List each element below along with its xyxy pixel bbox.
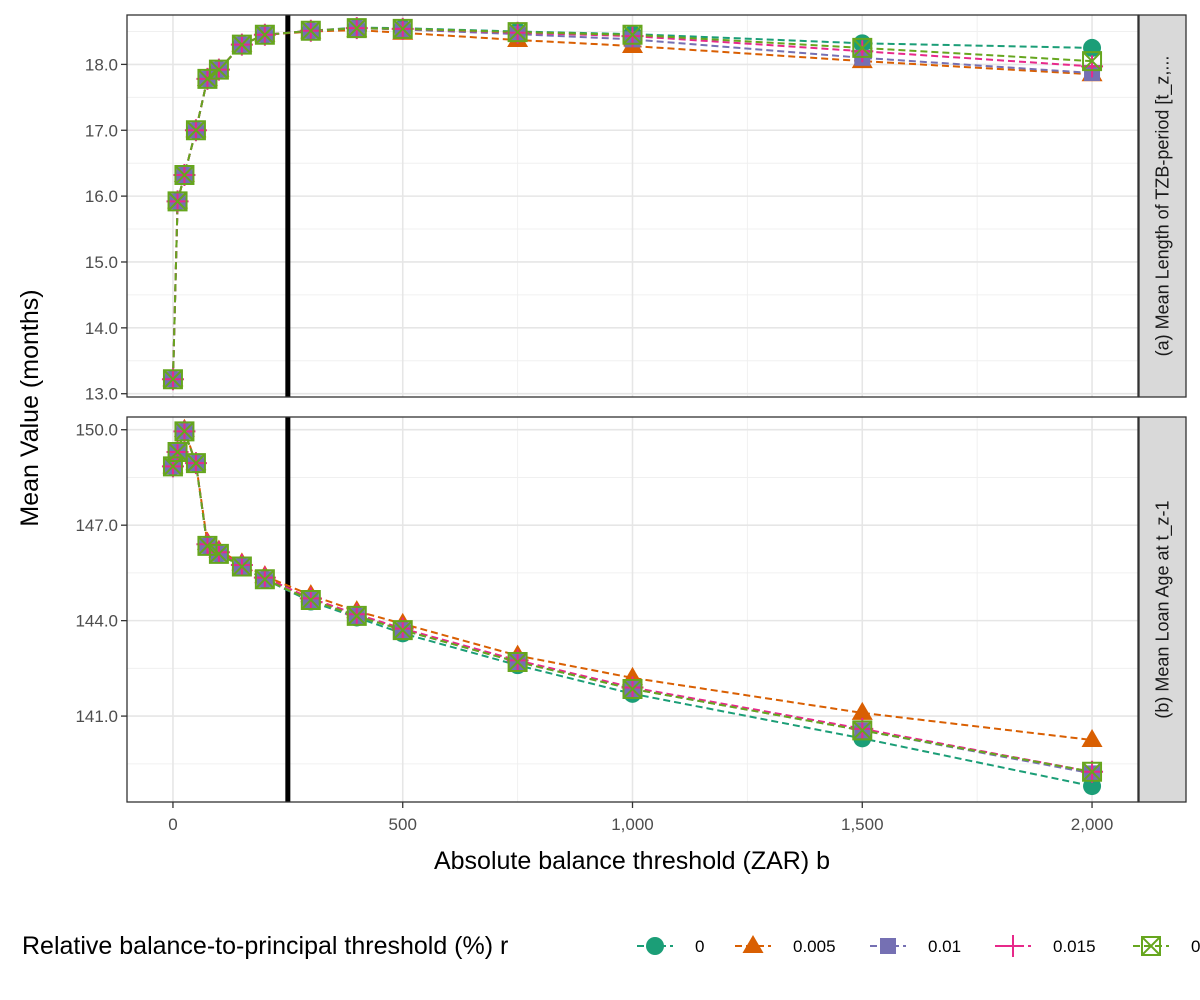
x-axis: 0 500 1,000 1,500 2,000 xyxy=(168,802,1113,834)
data-point xyxy=(392,620,413,641)
y-tick-label: 16.0 xyxy=(85,187,118,206)
data-point xyxy=(1081,55,1104,78)
legend-key-marker xyxy=(1141,936,1161,956)
y-tick-label: 17.0 xyxy=(85,121,118,140)
panel-b: 141.0 144.0 147.0 150.0 (b) Mean Loan Age at… xyxy=(75,416,1187,803)
data-point xyxy=(346,18,367,39)
legend: Relative balance-to-principal threshold … xyxy=(22,932,1200,960)
legend-key-marker xyxy=(1002,935,1024,957)
data-point xyxy=(392,18,413,39)
legend-entry: 0.01 xyxy=(870,937,961,956)
panel-border xyxy=(126,14,1139,398)
strip-background xyxy=(1138,416,1187,803)
data-point xyxy=(208,543,229,564)
legend-key-marker xyxy=(880,938,896,954)
data-point xyxy=(851,40,874,63)
panels: 13.0 14.0 15.0 16.0 17.0 18.0 (a) Mean Length … xyxy=(75,14,1187,803)
legend-label: 0.01 xyxy=(928,937,961,956)
legend-entry: 0 xyxy=(1133,936,1200,956)
legend-key-marker xyxy=(646,937,664,955)
y-tick-label: 14.0 xyxy=(85,319,118,338)
x-tick-label: 1,000 xyxy=(611,815,654,834)
data-point xyxy=(254,569,275,590)
legend-key-marker xyxy=(742,935,764,953)
y-axis: 13.0 14.0 15.0 16.0 17.0 18.0 xyxy=(85,55,127,404)
data-point xyxy=(1082,51,1103,72)
data-point xyxy=(1082,761,1103,782)
y-tick-label: 141.0 xyxy=(75,707,118,726)
legend-entry: 0 xyxy=(637,937,704,956)
series-points-4 xyxy=(162,18,1103,390)
panel-a: 13.0 14.0 15.0 16.0 17.0 18.0 (a) Mean Length … xyxy=(85,14,1187,404)
data-point xyxy=(185,120,206,141)
data-point xyxy=(197,535,218,556)
data-point xyxy=(300,20,321,41)
y-axis-title: Mean Value (months) xyxy=(16,289,44,526)
data-point xyxy=(507,652,528,672)
gridlines xyxy=(127,417,1138,802)
data-point xyxy=(231,556,252,577)
gridlines xyxy=(127,15,1138,397)
legend-label: 0.015 xyxy=(1053,937,1096,956)
data-point xyxy=(208,59,229,80)
x-tick-label: 0 xyxy=(168,815,177,834)
data-point xyxy=(507,22,528,43)
data-point xyxy=(622,679,643,700)
x-tick-label: 2,000 xyxy=(1071,815,1114,834)
x-tick-label: 500 xyxy=(389,815,417,834)
legend-entry: 0.015 xyxy=(995,935,1096,957)
x-axis-title: Absolute balance threshold (ZAR) b xyxy=(434,847,830,875)
data-point xyxy=(622,24,643,45)
data-point xyxy=(254,24,275,45)
data-point xyxy=(852,720,873,741)
y-tick-label: 144.0 xyxy=(75,612,118,631)
y-tick-label: 13.0 xyxy=(85,385,118,404)
data-point xyxy=(1081,728,1103,747)
data-point xyxy=(162,369,183,390)
data-point xyxy=(174,165,195,186)
y-tick-label: 15.0 xyxy=(85,253,118,272)
legend-label: 0 xyxy=(695,937,704,956)
data-point xyxy=(852,37,873,58)
strip-label: (a) Mean Length of TZB-period [t_z,... xyxy=(1153,56,1174,357)
y-axis: 141.0 144.0 147.0 150.0 xyxy=(75,421,127,726)
data-point xyxy=(346,605,367,626)
strip-label: (b) Mean Loan Age at t_z-1 xyxy=(1153,500,1174,718)
y-tick-label: 150.0 xyxy=(75,421,118,440)
facet-strip: (a) Mean Length of TZB-period [t_z,... xyxy=(1138,14,1187,398)
x-tick-label: 1,500 xyxy=(841,815,884,834)
legend-label: 0.005 xyxy=(793,937,836,956)
data-point xyxy=(300,589,321,610)
facet-strip: (b) Mean Loan Age at t_z-1 xyxy=(1138,416,1187,803)
y-tick-label: 147.0 xyxy=(75,516,118,535)
legend-title: Relative balance-to-principal threshold … xyxy=(22,932,508,960)
data-point xyxy=(231,34,252,55)
data-point xyxy=(851,701,873,720)
data-point xyxy=(167,191,188,212)
series-points-4 xyxy=(162,421,1103,782)
data-point xyxy=(185,453,206,474)
y-tick-label: 18.0 xyxy=(85,55,118,74)
strip-background xyxy=(1138,14,1187,398)
data-point xyxy=(174,421,195,442)
legend-label: 0 xyxy=(1191,937,1200,956)
legend-entry: 0.005 xyxy=(735,935,836,956)
